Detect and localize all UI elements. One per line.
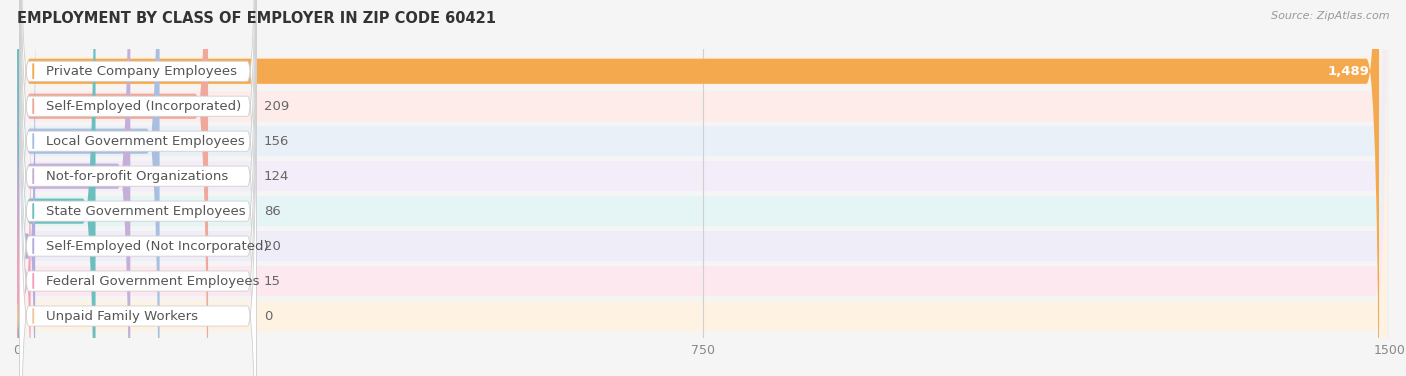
FancyBboxPatch shape <box>18 0 1388 376</box>
Text: Unpaid Family Workers: Unpaid Family Workers <box>46 309 198 323</box>
FancyBboxPatch shape <box>17 0 160 376</box>
Text: State Government Employees: State Government Employees <box>46 205 246 218</box>
Text: Federal Government Employees: Federal Government Employees <box>46 274 260 288</box>
FancyBboxPatch shape <box>18 0 1388 376</box>
FancyBboxPatch shape <box>17 0 35 376</box>
FancyBboxPatch shape <box>20 0 256 376</box>
FancyBboxPatch shape <box>20 0 256 376</box>
FancyBboxPatch shape <box>20 0 256 376</box>
Text: 156: 156 <box>264 135 290 148</box>
Text: 209: 209 <box>264 100 290 113</box>
FancyBboxPatch shape <box>20 0 256 376</box>
Text: 0: 0 <box>264 309 273 323</box>
Text: Local Government Employees: Local Government Employees <box>46 135 245 148</box>
Text: Self-Employed (Not Incorporated): Self-Employed (Not Incorporated) <box>46 240 269 253</box>
Text: 124: 124 <box>264 170 290 183</box>
FancyBboxPatch shape <box>17 0 208 376</box>
Text: Private Company Employees: Private Company Employees <box>46 65 238 78</box>
Text: 15: 15 <box>264 274 281 288</box>
FancyBboxPatch shape <box>18 0 1388 376</box>
FancyBboxPatch shape <box>20 0 256 376</box>
FancyBboxPatch shape <box>17 0 131 376</box>
FancyBboxPatch shape <box>18 0 1388 376</box>
Text: Source: ZipAtlas.com: Source: ZipAtlas.com <box>1271 11 1389 21</box>
FancyBboxPatch shape <box>20 0 256 376</box>
FancyBboxPatch shape <box>17 0 1379 376</box>
FancyBboxPatch shape <box>18 0 1388 376</box>
FancyBboxPatch shape <box>20 0 256 376</box>
Text: Not-for-profit Organizations: Not-for-profit Organizations <box>46 170 228 183</box>
Text: 86: 86 <box>264 205 281 218</box>
FancyBboxPatch shape <box>18 0 1388 376</box>
FancyBboxPatch shape <box>17 84 31 376</box>
FancyBboxPatch shape <box>17 0 96 376</box>
FancyBboxPatch shape <box>17 301 18 331</box>
Text: 20: 20 <box>264 240 281 253</box>
FancyBboxPatch shape <box>18 0 1388 376</box>
Text: EMPLOYMENT BY CLASS OF EMPLOYER IN ZIP CODE 60421: EMPLOYMENT BY CLASS OF EMPLOYER IN ZIP C… <box>17 11 496 26</box>
FancyBboxPatch shape <box>20 0 256 376</box>
FancyBboxPatch shape <box>18 0 1388 376</box>
Text: Self-Employed (Incorporated): Self-Employed (Incorporated) <box>46 100 242 113</box>
Text: 1,489: 1,489 <box>1329 65 1369 78</box>
